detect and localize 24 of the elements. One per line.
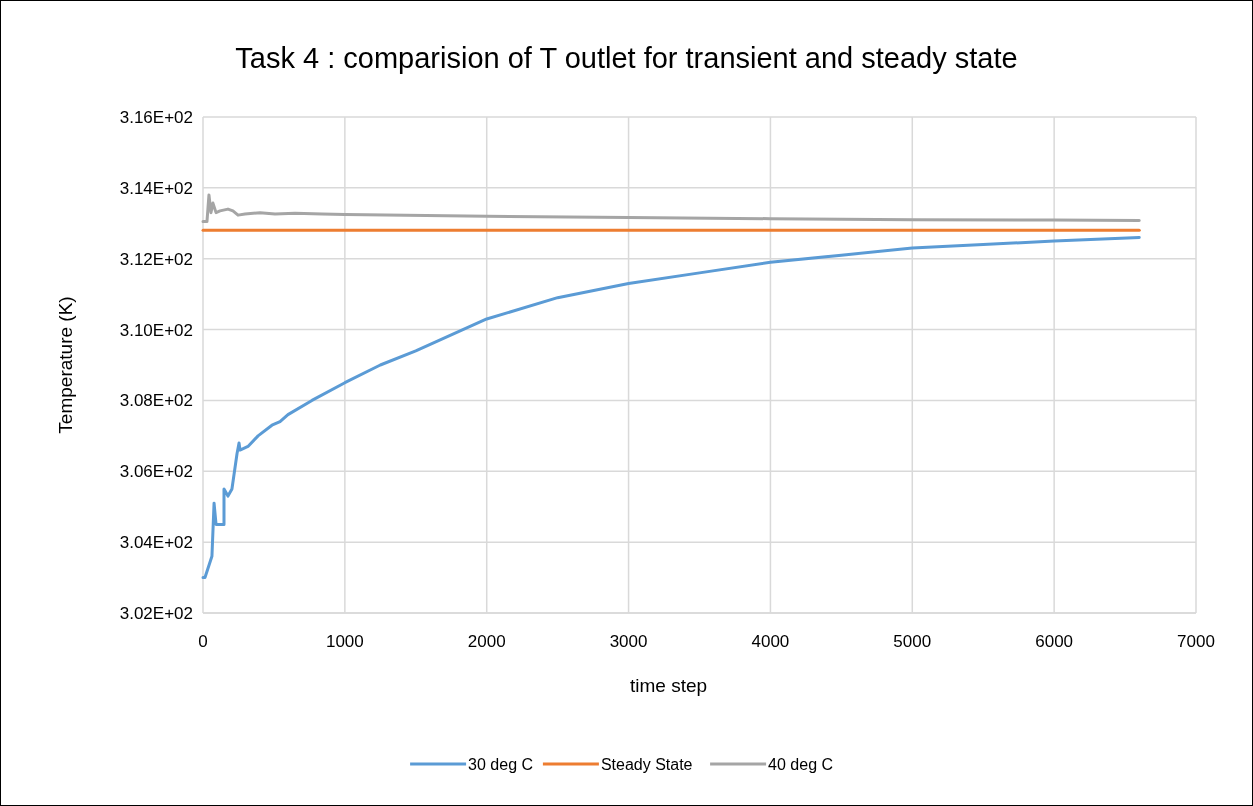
x-tick-label: 7000 [1177, 632, 1215, 651]
y-tick-label: 3.16E+02 [119, 107, 193, 127]
y-axis-title: Temperature (K) [55, 296, 76, 434]
legend-label: 30 deg C [468, 755, 534, 773]
y-tick-label: 3.02E+02 [119, 603, 193, 623]
x-tick-label: 5000 [893, 632, 932, 651]
x-axis-title: time step [629, 675, 708, 696]
y-tick-label: 3.06E+02 [119, 462, 193, 482]
legend-label: 40 deg C [768, 755, 834, 773]
y-tick-label: 3.12E+02 [119, 249, 193, 269]
y-tick-label: 3.14E+02 [119, 178, 193, 198]
x-tick-label: 2000 [467, 632, 506, 651]
legend-label: Steady State [600, 755, 693, 773]
x-tick-label: 4000 [751, 632, 790, 651]
x-tick-label: 1000 [325, 632, 364, 651]
y-tick-label: 3.04E+02 [119, 533, 193, 553]
chart-title: Task 4 : comparision of T outlet for transient and steady state [235, 42, 1018, 74]
x-tick-label: 0 [198, 632, 208, 651]
line-series [201, 235, 1141, 580]
y-tick-label: 3.08E+02 [119, 391, 193, 411]
line-series [201, 193, 1141, 224]
x-tick-label: 3000 [609, 632, 648, 651]
x-tick-label: 6000 [1035, 632, 1074, 651]
y-tick-label: 3.10E+02 [119, 320, 193, 340]
